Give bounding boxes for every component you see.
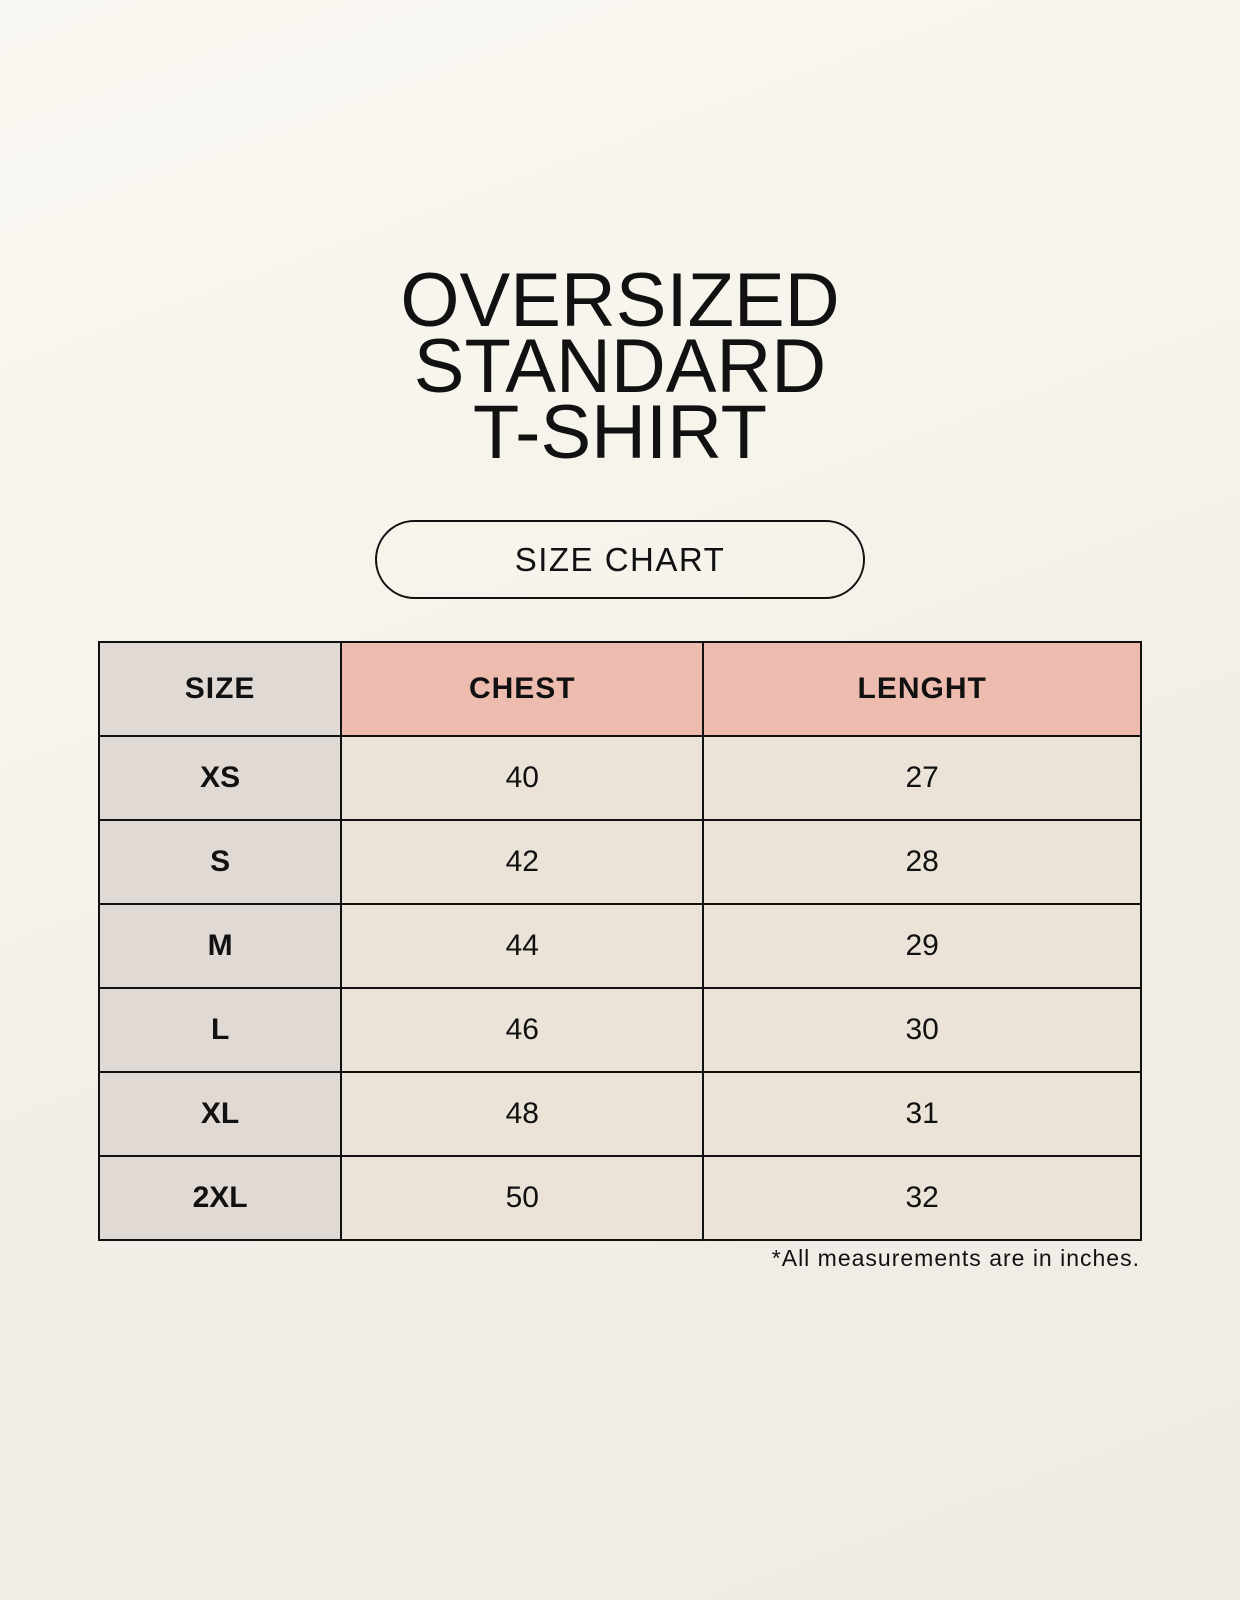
table-row: M 44 29 bbox=[97, 903, 1142, 989]
chest-cell: 42 bbox=[340, 819, 705, 905]
chest-cell: 48 bbox=[340, 1071, 705, 1157]
footnote: *All measurements are in inches. bbox=[771, 1245, 1140, 1271]
size-chart-badge: SIZE CHART bbox=[375, 520, 865, 599]
chest-cell: 44 bbox=[340, 903, 705, 989]
table-row: XL 48 31 bbox=[97, 1071, 1142, 1157]
size-cell: S bbox=[97, 819, 343, 905]
length-cell: 27 bbox=[702, 735, 1142, 821]
table-row: L 46 30 bbox=[97, 987, 1142, 1073]
size-cell: XL bbox=[97, 1071, 343, 1157]
size-cell: XS bbox=[97, 735, 343, 821]
header-length: LENGHT bbox=[702, 641, 1142, 737]
length-cell: 31 bbox=[702, 1071, 1142, 1157]
title-line: OVERSIZED bbox=[400, 258, 840, 343]
length-cell: 29 bbox=[702, 903, 1142, 989]
page-title: OVERSIZED STANDARD T-SHIRT bbox=[0, 258, 1240, 475]
chest-cell: 40 bbox=[340, 735, 705, 821]
title-line: STANDARD bbox=[413, 324, 827, 409]
header-chest: CHEST bbox=[340, 641, 705, 737]
size-cell: M bbox=[97, 903, 343, 989]
title-line: T-SHIRT bbox=[472, 390, 768, 475]
header-row: SIZE CHEST LENGHT bbox=[97, 641, 1142, 737]
size-cell: L bbox=[97, 987, 343, 1073]
chest-cell: 50 bbox=[340, 1155, 705, 1241]
table-row: 2XL 50 32 bbox=[97, 1155, 1142, 1241]
size-table: SIZE CHEST LENGHT XS 40 27 S 42 28 M 44 29 L 46 30 X… bbox=[97, 641, 1142, 1241]
size-cell: 2XL bbox=[97, 1155, 343, 1241]
length-cell: 28 bbox=[702, 819, 1142, 905]
length-cell: 32 bbox=[702, 1155, 1142, 1241]
length-cell: 30 bbox=[702, 987, 1142, 1073]
table-row: S 42 28 bbox=[97, 819, 1142, 905]
header-size: SIZE bbox=[97, 641, 343, 737]
table-row: XS 40 27 bbox=[97, 735, 1142, 821]
chest-cell: 46 bbox=[340, 987, 705, 1073]
